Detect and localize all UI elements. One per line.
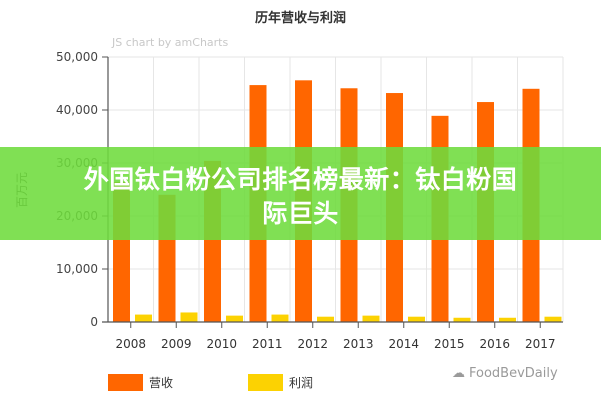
legend-item-revenue[interactable]: 营收 [108, 374, 173, 391]
bar-profit-2012[interactable] [317, 316, 334, 322]
x-tick-label: 2013 [343, 337, 374, 351]
chart-title: 历年营收与利润 [254, 11, 346, 26]
x-tick-label: 2012 [297, 337, 328, 351]
legend-label-profit: 利润 [289, 376, 314, 390]
bar-profit-2016[interactable] [499, 317, 516, 322]
y-tick-label: 50,000 [56, 50, 98, 64]
bar-profit-2009[interactable] [180, 312, 198, 322]
wechat-icon: ☁ [452, 366, 465, 381]
x-tick-label: 2008 [115, 337, 146, 351]
x-tick-label: 2009 [161, 337, 192, 351]
chart-credit[interactable]: JS chart by amCharts [112, 36, 229, 49]
bar-profit-2008[interactable] [135, 314, 152, 322]
x-tick-label: 2016 [479, 337, 510, 351]
legend-swatch-revenue [108, 374, 143, 391]
watermark-text: FoodBevDaily [469, 366, 558, 381]
legend-label-revenue: 营收 [149, 376, 174, 390]
y-tick-label: 10,000 [56, 262, 98, 276]
bar-profit-2017[interactable] [544, 316, 562, 322]
x-tick-label: 2011 [252, 337, 283, 351]
watermark: ☁ FoodBevDaily [452, 366, 558, 381]
x-tick-label: 2010 [206, 337, 237, 351]
bar-profit-2014[interactable] [408, 316, 425, 322]
legend-swatch-profit [248, 374, 283, 391]
banner-line-2: 际巨头 [262, 199, 339, 228]
x-tick-label: 2014 [388, 337, 419, 351]
x-tick-label: 2017 [525, 337, 556, 351]
banner-headline: 外国钛白粉公司排名榜最新：钛白粉国 际巨头 [20, 163, 581, 231]
bar-profit-2011[interactable] [271, 314, 289, 322]
bar-profit-2010[interactable] [226, 315, 243, 322]
y-tick-label: 40,000 [56, 103, 98, 117]
bar-profit-2015[interactable] [453, 317, 471, 322]
x-tick-label: 2015 [434, 337, 465, 351]
banner-line-1: 外国钛白粉公司排名榜最新：钛白粉国 [83, 165, 518, 194]
legend-item-profit[interactable]: 利润 [248, 374, 313, 391]
y-tick-label: 0 [90, 315, 98, 329]
title-banner [0, 147, 601, 240]
bar-profit-2013[interactable] [362, 315, 380, 322]
